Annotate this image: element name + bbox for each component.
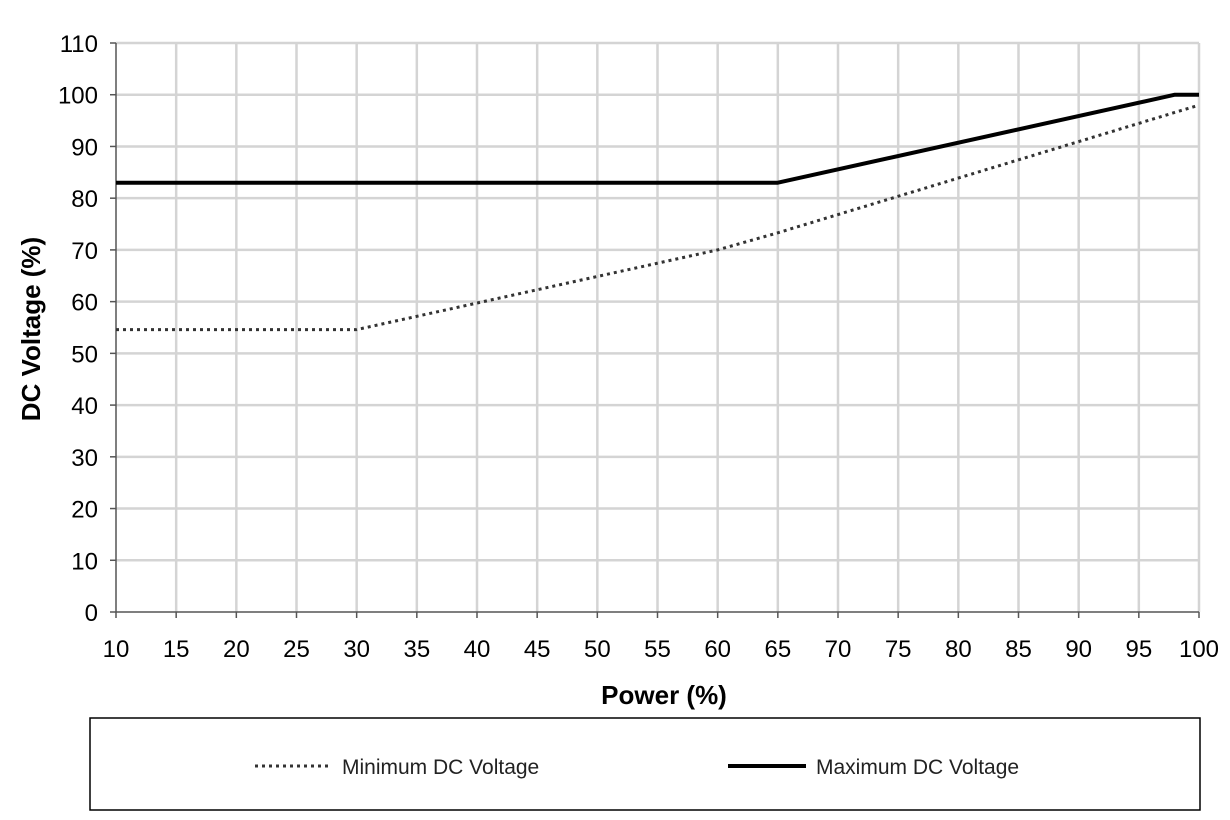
x-tick-label-10: 10 [103,636,130,663]
y-tick-label-10: 10 [71,548,98,575]
y-tick-labels: 0 10 20 30 40 50 60 70 80 90 100 110 [58,31,98,627]
legend-label-maximum-dc-voltage: Maximum DC Voltage [816,756,1019,779]
axes [110,42,1200,618]
y-tick-label-40: 40 [71,393,98,420]
x-tick-label-100: 100 [1179,636,1219,663]
series-line-minimum-dc-voltage [116,103,1200,332]
x-tick-label-75: 75 [885,636,912,663]
y-tick-label-30: 30 [71,445,98,472]
x-axis-title: Power (%) [601,680,727,710]
x-tick-label-35: 35 [403,636,430,663]
x-tick-label-30: 30 [343,636,370,663]
y-tick-label-20: 20 [71,497,98,524]
x-tick-label-20: 20 [223,636,250,663]
legend-box [89,717,1201,811]
x-tick-label-65: 65 [764,636,791,663]
y-tick-label-80: 80 [71,186,98,213]
grid-lines [116,41,1201,612]
x-tick-label-70: 70 [825,636,852,663]
x-tick-label-15: 15 [163,636,190,663]
x-tick-labels: 10 15 20 25 30 35 40 45 50 55 60 65 70 75 80 85 90 95 100 [103,636,1219,663]
x-tick-label-55: 55 [644,636,671,663]
y-tick-label-110: 110 [60,31,98,58]
y-tick-label-60: 60 [71,290,98,317]
x-tick-label-40: 40 [464,636,491,663]
x-tick-label-95: 95 [1125,636,1152,663]
x-tick-label-85: 85 [1005,636,1032,663]
y-tick-label-70: 70 [71,238,98,265]
y-tick-label-100: 100 [58,83,98,110]
y-tick-label-0: 0 [85,600,98,627]
x-tick-label-25: 25 [283,636,310,663]
y-tick-label-90: 90 [71,134,98,161]
series-layer [116,92,1200,332]
legend: Minimum DC Voltage Maximum DC Voltage [89,717,1201,811]
x-tick-label-45: 45 [524,636,551,663]
x-tick-label-60: 60 [704,636,731,663]
x-tick-label-80: 80 [945,636,972,663]
series-line-maximum-dc-voltage [116,92,1199,185]
legend-label-minimum-dc-voltage: Minimum DC Voltage [342,756,539,779]
y-axis-title: DC Voltage (%) [16,237,46,421]
x-tick-label-50: 50 [584,636,611,663]
x-tick-label-90: 90 [1065,636,1092,663]
y-tick-label-50: 50 [71,341,98,368]
